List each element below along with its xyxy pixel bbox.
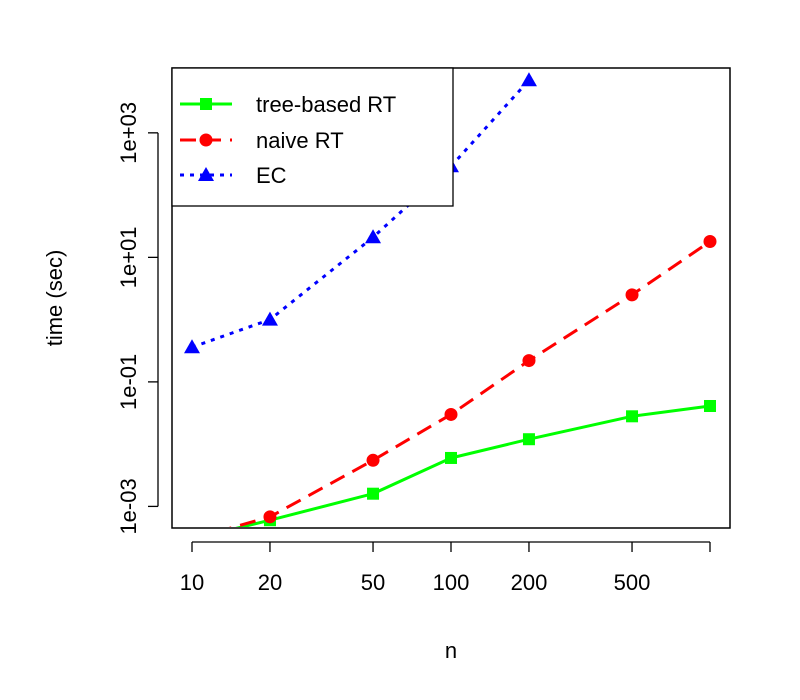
x-tick-label: 20 xyxy=(258,570,282,595)
series-layer xyxy=(184,72,717,527)
y-tick-label: 1e+03 xyxy=(116,102,141,164)
legend-marker xyxy=(200,98,212,110)
data-point xyxy=(261,311,278,326)
x-axis: 10 20 50 100 200 500 xyxy=(180,541,711,595)
legend-marker xyxy=(198,167,214,181)
series-0 xyxy=(235,399,716,527)
data-point xyxy=(365,229,382,244)
x-tick-label: 500 xyxy=(614,570,651,595)
legend-label: tree-based RT xyxy=(256,92,396,117)
y-tick-label: 1e-03 xyxy=(116,478,141,534)
data-point xyxy=(367,487,380,500)
data-point xyxy=(703,234,717,248)
data-point xyxy=(366,453,380,467)
data-point xyxy=(626,410,639,423)
data-point xyxy=(444,407,458,421)
x-tick-label: 200 xyxy=(511,570,548,595)
series-line xyxy=(228,240,711,527)
legend-marker xyxy=(199,133,213,147)
data-point xyxy=(520,72,537,87)
legend-label: EC xyxy=(256,163,287,188)
data-point xyxy=(445,451,457,464)
data-point xyxy=(184,339,200,354)
x-axis-title: n xyxy=(445,638,457,663)
legend-box xyxy=(171,67,454,207)
data-point xyxy=(625,288,639,302)
y-axis: 1e-03 1e-01 1e+01 1e+03 xyxy=(116,102,159,535)
y-axis-title: time (sec) xyxy=(42,250,67,347)
data-point xyxy=(704,399,716,412)
y-tick-label: 1e+01 xyxy=(116,226,141,288)
legend-label: naive RT xyxy=(256,128,344,153)
x-tick-label: 100 xyxy=(433,570,470,595)
series-1 xyxy=(228,234,717,527)
data-point xyxy=(522,354,536,368)
legend: tree-based RT naive RT EC xyxy=(171,67,454,207)
x-tick-label: 50 xyxy=(361,570,385,595)
y-tick-label: 1e-01 xyxy=(116,354,141,410)
data-point xyxy=(263,510,277,524)
data-point xyxy=(522,433,535,446)
x-tick-label: 10 xyxy=(180,570,204,595)
